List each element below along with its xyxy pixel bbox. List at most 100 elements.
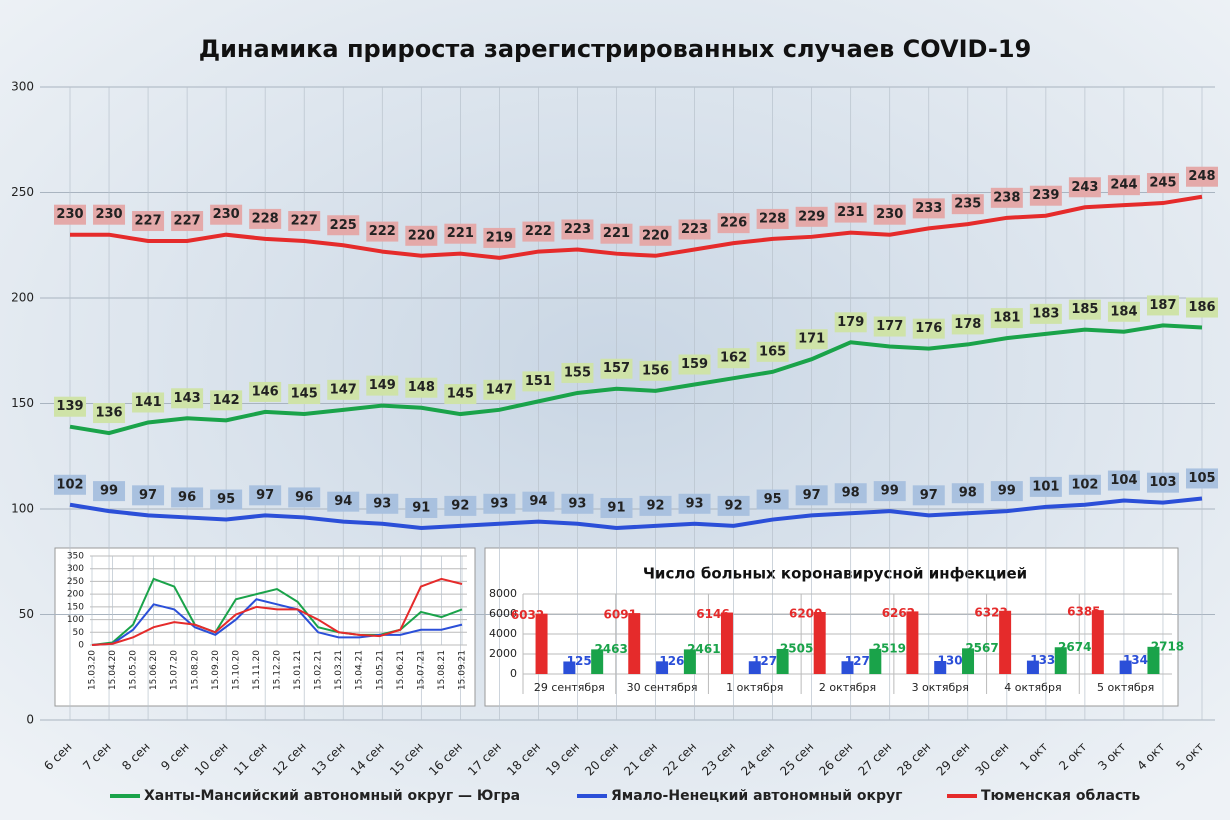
- label-box: [873, 204, 906, 225]
- data-label: 6032: [511, 608, 544, 622]
- data-label: 95: [217, 492, 235, 507]
- x-tick-label: 5 октября: [1097, 681, 1154, 694]
- data-label: 248: [1188, 169, 1215, 184]
- data-label: 223: [681, 222, 708, 237]
- x-tick-label: 15.10.20: [231, 650, 241, 690]
- label-box: [990, 187, 1023, 208]
- data-label: 222: [369, 224, 396, 239]
- y-tick-label: 8000: [489, 587, 517, 600]
- data-label: 101: [1032, 479, 1059, 494]
- bar: [813, 612, 826, 674]
- data-label: 99: [998, 484, 1016, 499]
- label-box: [327, 379, 360, 400]
- label-box: [912, 198, 945, 219]
- data-label: 2718: [1151, 639, 1184, 653]
- series-line: [69, 323, 1203, 436]
- label-box: [639, 360, 672, 381]
- y-tick-label: 0: [78, 641, 84, 651]
- data-label: 6146: [696, 607, 729, 621]
- bar: [748, 661, 761, 674]
- label-box: [1146, 295, 1179, 316]
- label-box: [249, 381, 282, 402]
- data-label: 2505: [780, 641, 813, 655]
- data-label: 221: [603, 226, 630, 241]
- label-box: [678, 219, 711, 240]
- data-label: 98: [959, 486, 977, 501]
- data-label: 151: [525, 374, 552, 389]
- label-box: [951, 314, 984, 335]
- x-tick-label: 15.07.21: [416, 650, 426, 690]
- label-box: [678, 493, 711, 514]
- data-label: 97: [139, 488, 157, 503]
- data-label: 92: [725, 498, 743, 513]
- data-label: 165: [759, 344, 786, 359]
- label-box: [1029, 303, 1062, 324]
- label-box: [600, 497, 633, 518]
- data-label: 156: [642, 363, 669, 378]
- data-label: 223: [564, 222, 591, 237]
- x-tick-label: 15.09.21: [458, 650, 468, 690]
- y-tick-label: 4000: [489, 627, 517, 640]
- legend-label: Ямало-Ненецкий автономный округ: [611, 788, 902, 804]
- data-label: 185: [1071, 302, 1098, 317]
- y-tick-label: 300: [11, 80, 34, 94]
- label-box: [288, 211, 321, 232]
- data-label: 102: [1071, 477, 1098, 492]
- data-label: 157: [603, 361, 630, 376]
- data-label: 97: [256, 488, 274, 503]
- data-label: 238: [993, 190, 1020, 205]
- data-label: 96: [295, 490, 313, 505]
- y-tick-label: 50: [73, 628, 85, 638]
- label-box: [756, 341, 789, 362]
- bar: [683, 649, 696, 674]
- label-box: [171, 487, 204, 508]
- label-box: [795, 329, 828, 350]
- label-box: [600, 358, 633, 379]
- data-label: 93: [686, 496, 704, 511]
- data-label: 186: [1188, 300, 1215, 315]
- label-box: [54, 396, 86, 417]
- data-label: 235: [954, 197, 981, 212]
- label-box: [1186, 166, 1218, 187]
- label-box: [912, 318, 945, 339]
- label-box: [951, 194, 984, 215]
- label-box: [405, 497, 438, 518]
- label-box: [444, 223, 477, 244]
- data-label: 93: [373, 496, 391, 511]
- data-label: 6323: [974, 605, 1007, 619]
- label-box: [93, 204, 126, 225]
- data-label: 244: [1110, 178, 1137, 193]
- label-box: [132, 211, 165, 232]
- series-line: [70, 194, 1203, 260]
- y-tick-label: 250: [11, 185, 34, 199]
- data-label: 231: [837, 205, 864, 220]
- chart-title: Динамика прироста зарегистрированных слу…: [199, 35, 1032, 63]
- data-label: 98: [842, 486, 860, 501]
- label-box: [249, 485, 282, 506]
- data-label: 2463: [594, 642, 627, 656]
- label-box: [483, 493, 516, 514]
- data-label: 145: [447, 387, 474, 402]
- inset-frame: [484, 547, 1179, 707]
- series-line: [91, 598, 463, 646]
- x-tick-label: 15.08.21: [437, 650, 447, 690]
- data-label: 179: [837, 315, 864, 330]
- label-box: [132, 485, 165, 506]
- label-box: [873, 481, 906, 502]
- data-label: 230: [56, 207, 83, 222]
- data-label: 92: [451, 498, 469, 513]
- label-box: [54, 474, 86, 495]
- label-box: [834, 202, 867, 223]
- bar: [628, 613, 641, 674]
- data-label: 239: [1032, 188, 1059, 203]
- data-label: 93: [490, 496, 508, 511]
- bar: [1147, 646, 1160, 674]
- x-tick-label: 15.01.21: [293, 650, 303, 690]
- data-label: 143: [174, 391, 201, 406]
- data-label: 187: [1149, 298, 1176, 313]
- label-box: [210, 204, 243, 225]
- y-tick-label: 250: [67, 577, 84, 587]
- data-label: 94: [334, 494, 352, 509]
- data-label: 141: [134, 395, 161, 410]
- label-box: [1186, 297, 1218, 318]
